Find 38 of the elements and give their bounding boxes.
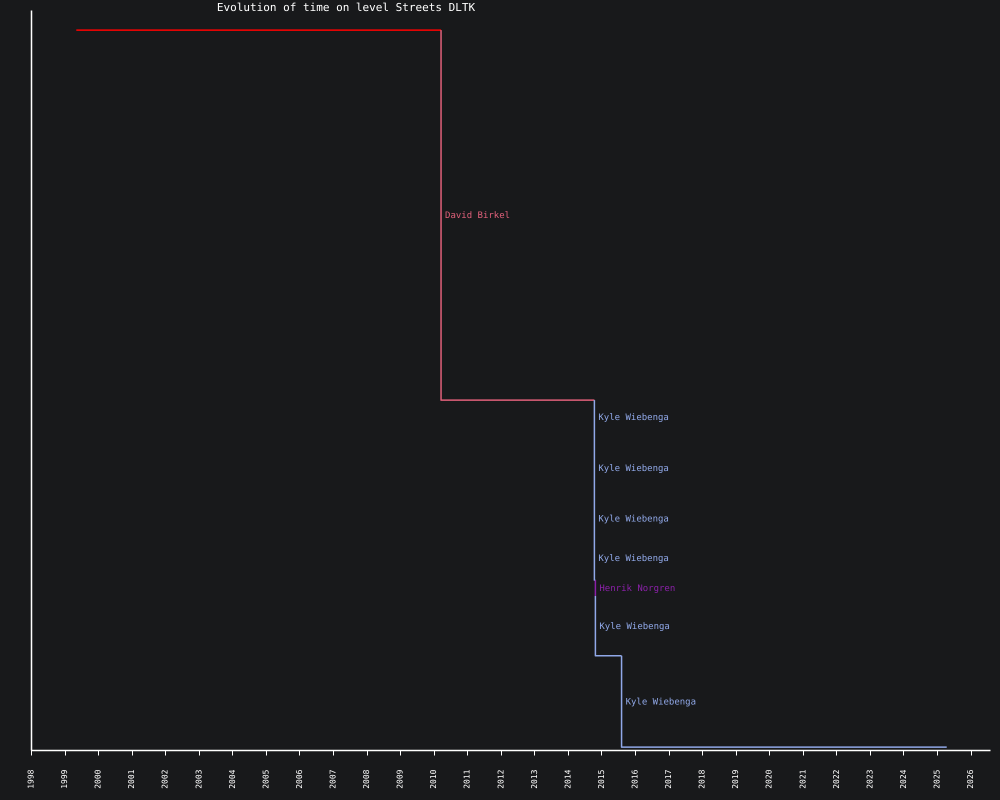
x-tick-label: 2009 — [396, 769, 405, 789]
x-tick-label: 2012 — [496, 769, 506, 789]
x-tick-label: 2017 — [664, 769, 674, 789]
x-tick-label: 2001 — [127, 769, 136, 789]
x-tick-label: 2013 — [530, 769, 539, 789]
text: Kyle Wiebenga — [598, 464, 669, 474]
x-tick-label: 2000 — [94, 769, 103, 789]
chart-title: Evolution of time on level Streets DLTK — [216, 1, 476, 14]
x-tick-label: 2002 — [160, 769, 170, 789]
x-tick-label: 2007 — [328, 769, 338, 789]
series-label: Henrik Norgren — [599, 584, 676, 594]
x-tick-label: 2003 — [194, 769, 204, 789]
x-tick-label: 2022 — [832, 769, 841, 789]
text: Kyle Wiebenga — [598, 554, 669, 564]
x-tick-label: 1998 — [26, 769, 36, 789]
series-label: David Birkel — [445, 211, 510, 222]
x-tick-label: 2006 — [294, 769, 304, 789]
x-tick-label: 2026 — [966, 769, 976, 789]
x-tick-label: 1999 — [60, 769, 70, 789]
x-tick-label: 2024 — [898, 769, 908, 789]
x-tick-label: 2025 — [932, 769, 942, 789]
x-tick-label: 2014 — [563, 769, 572, 789]
x-tick-label: 2023 — [865, 769, 874, 789]
x-tick-label: 2004 — [228, 769, 237, 789]
x-tick-label: 2016 — [630, 769, 640, 789]
text: Kyle Wiebenga — [598, 514, 669, 525]
x-tick-label: 2021 — [798, 769, 808, 789]
series-label: Kyle Wiebenga — [598, 413, 669, 424]
x-tick-label: 2015 — [596, 769, 606, 789]
x-tick-label: 2019 — [731, 769, 740, 789]
x-tick-label: 2008 — [362, 769, 372, 789]
x-tick-label: 2010 — [429, 769, 438, 789]
x-tick-label: 2005 — [261, 769, 270, 789]
series-label: Kyle Wiebenga — [626, 697, 696, 708]
x-tick-label: 2020 — [764, 769, 774, 789]
x-tick-label: 2018 — [698, 769, 707, 789]
x-tick-label: 2011 — [462, 769, 472, 789]
series-label: Kyle Wiebenga — [599, 622, 670, 632]
